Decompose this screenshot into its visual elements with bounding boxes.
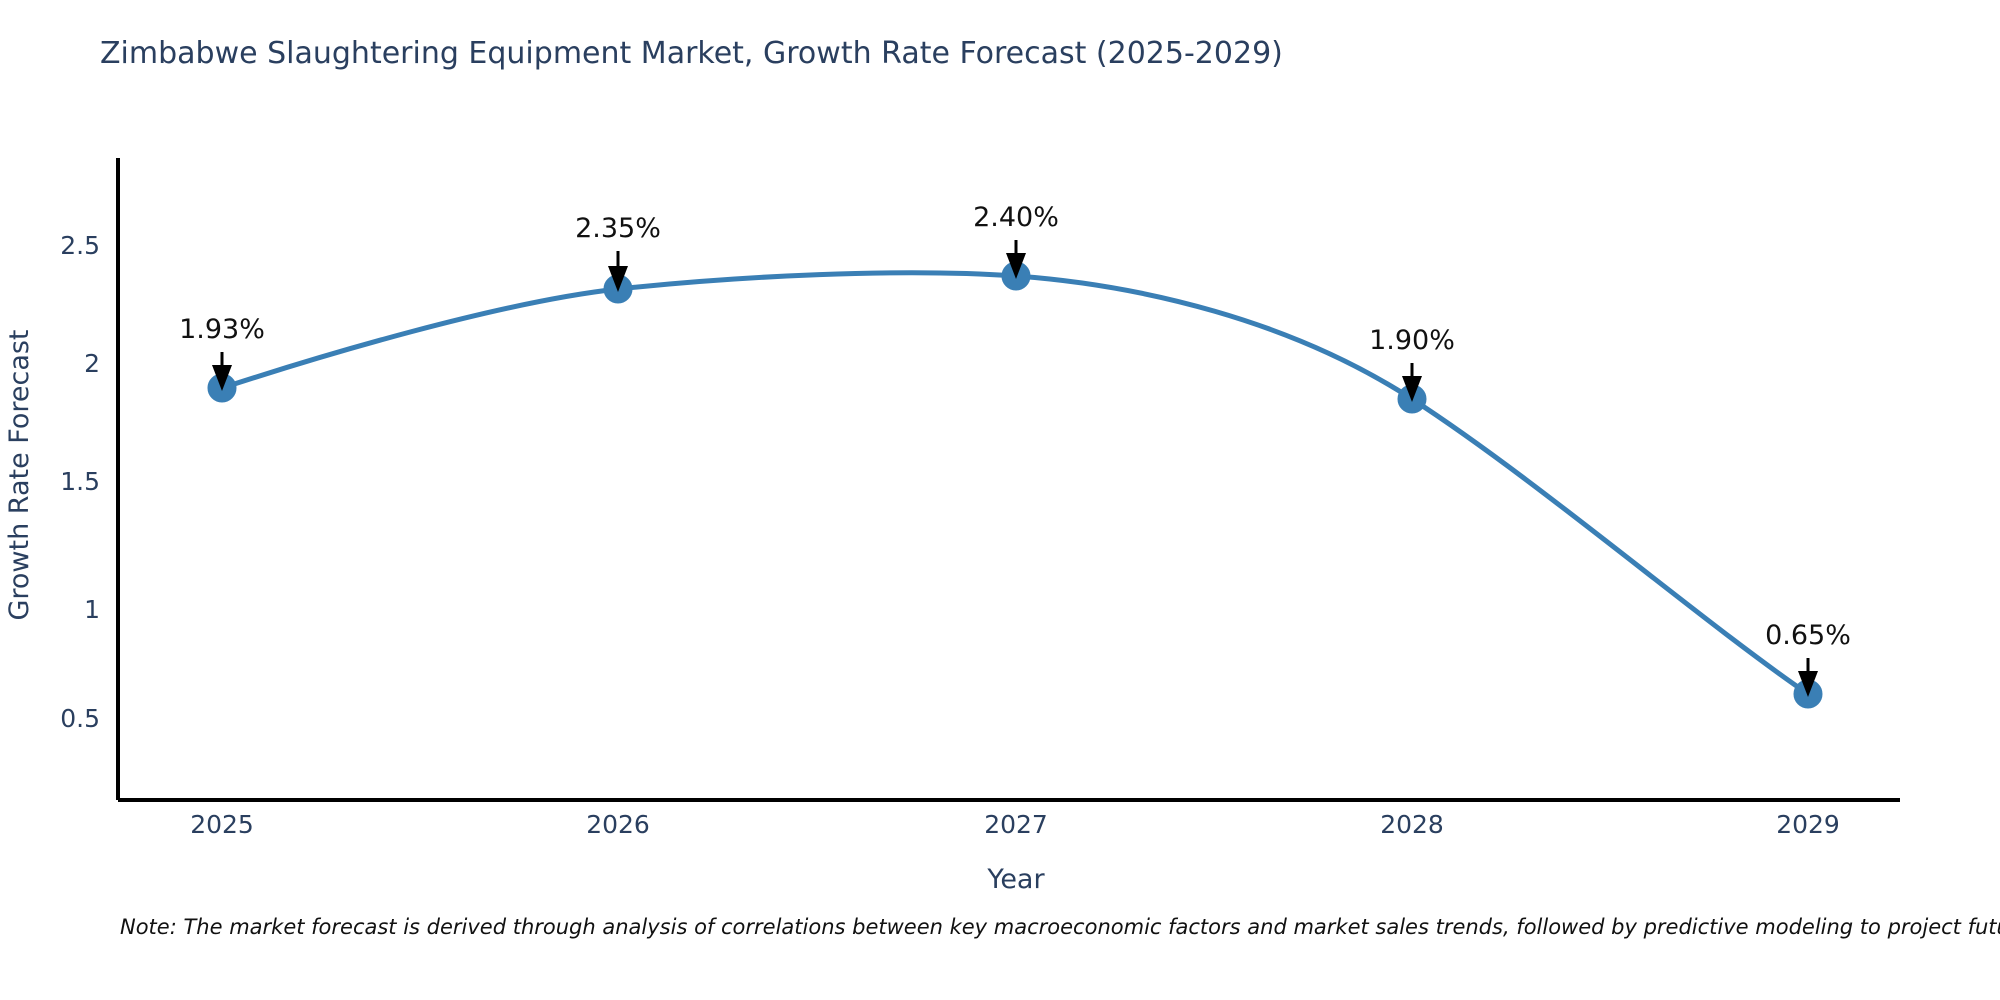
x-tick-label-2029: 2029 xyxy=(1776,810,1840,839)
annotation-label-2028: 1.90% xyxy=(1369,325,1455,356)
annotation-arrow-head-2025 xyxy=(212,365,232,391)
annotation-label-2025: 1.93% xyxy=(179,314,265,345)
annotation-label-2029: 0.65% xyxy=(1765,620,1851,651)
y-tick-label-0: 0.5 xyxy=(60,704,100,733)
annotation-label-2027: 2.40% xyxy=(973,202,1059,233)
y-tick-label-2: 1.5 xyxy=(60,467,100,496)
annotation-label-2026: 2.35% xyxy=(575,213,661,244)
annotation-arrow-head-2028 xyxy=(1402,376,1422,402)
x-axis-title: Year xyxy=(986,864,1045,895)
chart-footnote: Note: The market forecast is derived thr… xyxy=(120,915,2000,939)
x-tick-label-2026: 2026 xyxy=(586,810,650,839)
y-tick-label-1: 1 xyxy=(84,595,100,624)
annotation-arrow-head-2026 xyxy=(608,266,628,292)
y-axis-title: Growth Rate Forecast xyxy=(4,329,35,620)
x-tick-label-2028: 2028 xyxy=(1380,810,1444,839)
annotation-arrow-head-2029 xyxy=(1798,671,1818,697)
y-tick-label-4: 2.5 xyxy=(60,231,100,260)
annotation-arrow-head-2027 xyxy=(1006,253,1026,279)
x-tick-label-2027: 2027 xyxy=(984,810,1048,839)
x-tick-label-2025: 2025 xyxy=(190,810,254,839)
chart-title: Zimbabwe Slaughtering Equipment Market, … xyxy=(100,36,1283,71)
data-line-growth-rate-forecast xyxy=(219,270,1811,697)
y-tick-label-3: 2 xyxy=(84,349,100,378)
